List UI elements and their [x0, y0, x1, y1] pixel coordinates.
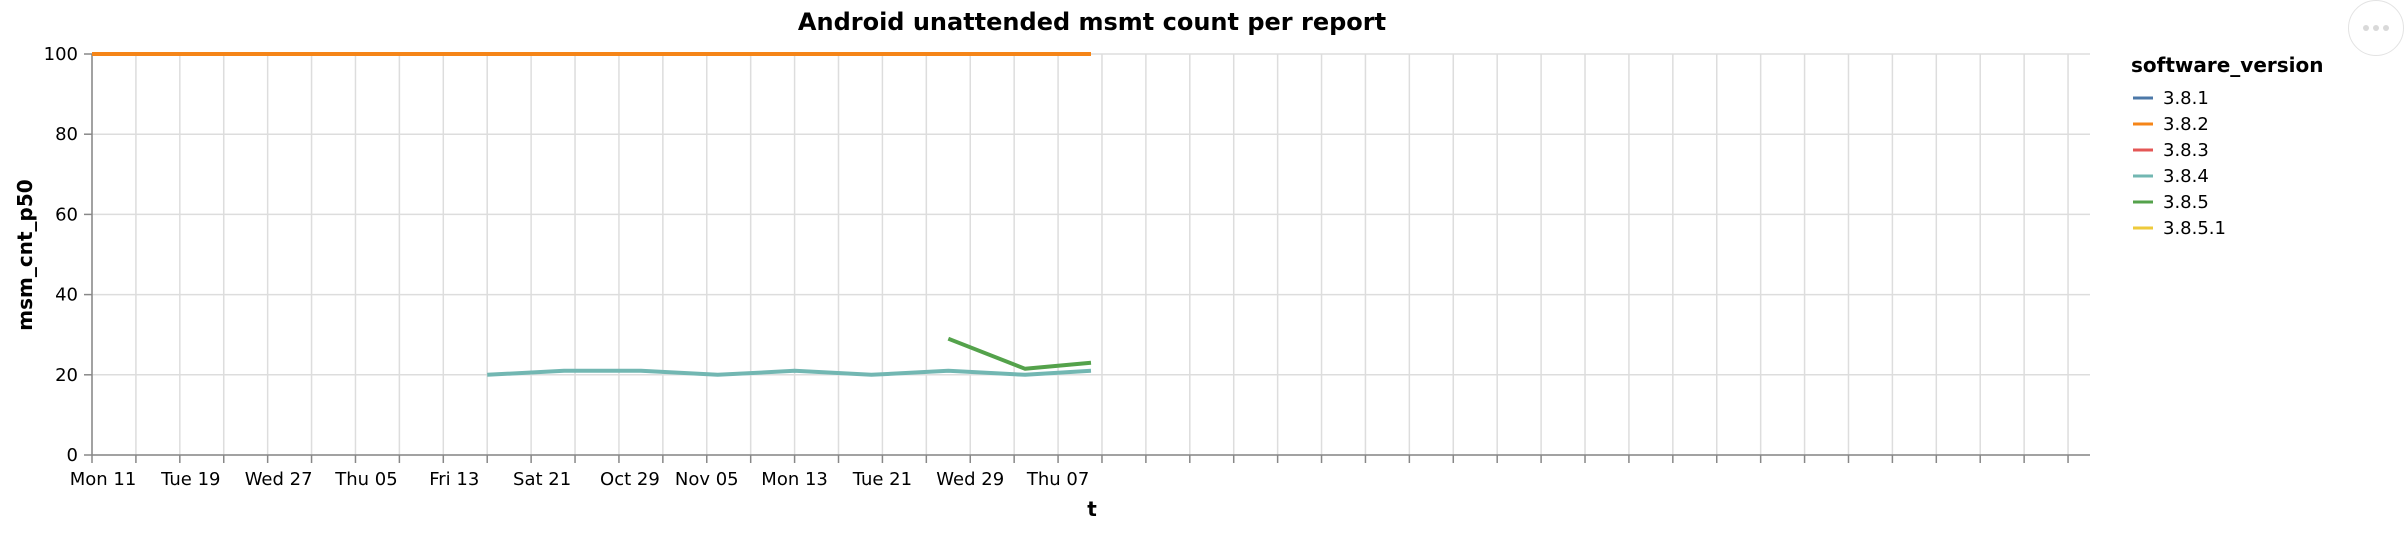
x-tick-label: Mon 11 — [70, 469, 137, 490]
y-tick-label: 60 — [55, 204, 78, 225]
more-actions-button[interactable] — [2348, 0, 2404, 56]
y-axis-title: msm_cnt_p50 — [13, 179, 37, 330]
y-tick-label: 100 — [44, 44, 78, 65]
series-line-3-8-4 — [487, 368, 1092, 377]
more-actions-dot — [2373, 25, 2379, 31]
legend-label-3-8-2: 3.8.2 — [2163, 114, 2209, 135]
x-tick-label: Tue 19 — [160, 469, 220, 490]
x-tick-label: Wed 27 — [245, 469, 313, 490]
x-tick-label: Sat 21 — [513, 469, 571, 490]
chart-title: Android unattended msmt count per report — [798, 8, 1386, 36]
x-tick-label: Thu 07 — [1026, 469, 1089, 490]
x-tick-label: Thu 05 — [334, 469, 397, 490]
legend-label-3-8-3: 3.8.3 — [2163, 140, 2209, 161]
y-gridlines — [92, 53, 2090, 456]
y-tick-label: 0 — [67, 445, 78, 466]
series-line-3-8-5 — [947, 336, 1092, 371]
x-tick-label: Mon 13 — [761, 469, 828, 490]
x-tick-label: Tue 21 — [852, 469, 912, 490]
y-tick-label: 40 — [55, 285, 78, 306]
x-axis-title: t — [1087, 497, 1097, 521]
y-axis: 0 20 40 60 80 100 — [44, 44, 93, 466]
more-actions-icon — [2363, 25, 2369, 31]
more-actions-dot — [2383, 25, 2389, 31]
legend[interactable]: software_version 3.8.1 3.8.2 3.8.3 3.8.4 3.8… — [2131, 53, 2324, 239]
legend-label-3-8-4: 3.8.4 — [2163, 166, 2209, 187]
legend-label-3-8-5: 3.8.5 — [2163, 192, 2209, 213]
legend-title: software_version — [2131, 53, 2324, 77]
x-axis: Mon 11 Tue 19 Wed 27 Thu 05 Fri 13 Sat 21 Oct … — [70, 454, 2090, 490]
x-tick-label: Nov 05 — [675, 469, 739, 490]
x-gridlines — [91, 54, 2069, 455]
legend-label-3-8-5-1: 3.8.5.1 — [2163, 218, 2226, 239]
x-tick-label: Wed 29 — [936, 469, 1004, 490]
legend-label-3-8-1: 3.8.1 — [2163, 88, 2209, 109]
y-tick-label: 80 — [55, 124, 78, 145]
x-tick-label: Fri 13 — [429, 469, 479, 490]
series-layer — [92, 52, 1092, 377]
x-tick-label: Oct 29 — [600, 469, 660, 490]
y-tick-label: 20 — [55, 365, 78, 386]
